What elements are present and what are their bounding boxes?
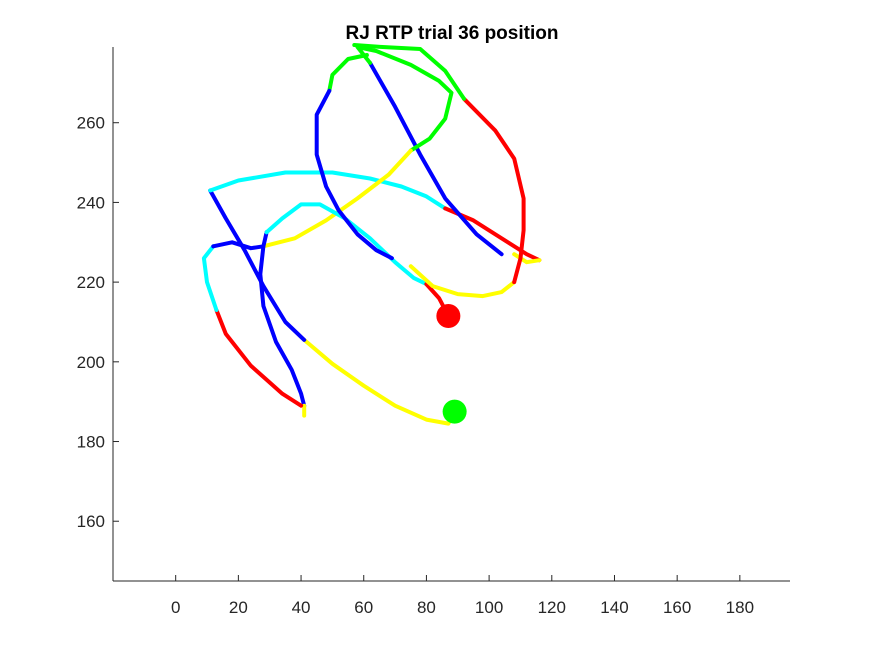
trajectory-segment-16 (408, 264, 517, 299)
trajectory-segment-19 (327, 53, 369, 93)
trajectory-segment-17 (462, 96, 526, 285)
trajectory-segment-12 (201, 244, 219, 312)
axes: 0 20 40 60 80 100 120 140 160 180 160 180 200 220 240… (77, 47, 790, 617)
trajectory-segment-6 (368, 60, 504, 257)
plot-area (201, 43, 542, 426)
y-tick-label: 260 (77, 114, 105, 133)
trajectory-segment-7 (355, 45, 454, 153)
x-tick-label: 140 (600, 598, 628, 617)
x-tick-label: 100 (475, 598, 503, 617)
x-axis-ticks: 0 20 40 60 80 100 120 140 160 180 (171, 575, 754, 617)
trajectory-segment-18 (352, 43, 466, 101)
trajectory-segment-14 (264, 202, 429, 287)
y-tick-label: 200 (77, 353, 105, 372)
trajectory-path (201, 43, 542, 426)
x-tick-label: 0 (171, 598, 180, 617)
trajectory-segment-3 (208, 170, 448, 211)
markers (436, 303, 467, 424)
y-tick-label: 240 (77, 193, 105, 212)
trajectory-segment-11 (214, 308, 304, 408)
x-tick-label: 180 (726, 598, 754, 617)
end-marker (436, 303, 461, 328)
x-tick-label: 80 (417, 598, 436, 617)
x-tick-label: 160 (663, 598, 691, 617)
trajectory-segment-2 (208, 188, 307, 342)
trajectory-segment-1 (302, 337, 457, 426)
x-tick-label: 40 (292, 598, 311, 617)
trajectory-segment-20 (314, 88, 394, 261)
trajectory-segment-4 (443, 206, 542, 263)
trajectory-segment-13 (211, 230, 269, 251)
x-tick-label: 20 (229, 598, 248, 617)
y-tick-label: 180 (77, 433, 105, 452)
start-marker (442, 399, 467, 424)
y-axis-ticks: 160 180 200 220 240 260 (77, 114, 119, 531)
trajectory-segment-5 (512, 252, 542, 265)
trajectory-segment-8 (261, 148, 413, 249)
trajectory-segment-9 (258, 244, 307, 408)
y-tick-label: 220 (77, 273, 105, 292)
x-tick-label: 60 (354, 598, 373, 617)
x-tick-label: 120 (538, 598, 566, 617)
chart-title: RJ RTP trial 36 position (346, 23, 559, 44)
y-tick-label: 160 (77, 512, 105, 531)
